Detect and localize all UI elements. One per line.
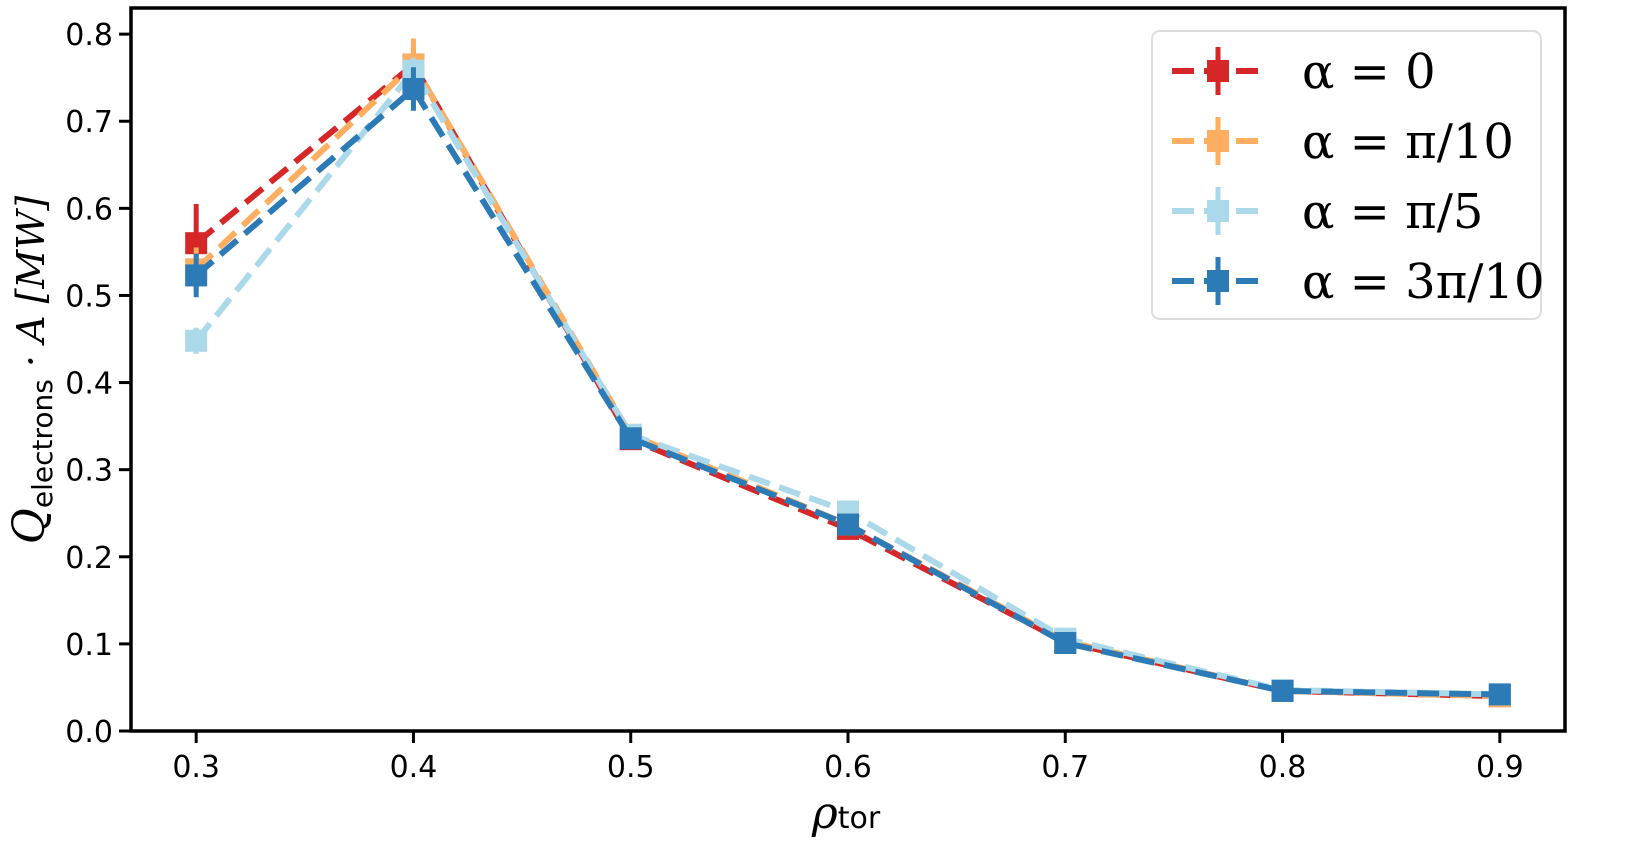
- x-axis-label: ρtor: [811, 788, 881, 839]
- y-tick-label: 0.8: [65, 18, 113, 53]
- legend-entry: α = π/10: [1172, 114, 1514, 170]
- data-point: [1054, 632, 1077, 655]
- y-tick-label: 0.5: [65, 279, 113, 314]
- x-tick-label: 0.4: [390, 750, 438, 785]
- legend-box: [1151, 30, 1542, 320]
- y-tick-label: 0.7: [65, 105, 113, 140]
- legend: α = 0 α = π/10 α = π/5 α = 3π/10: [1151, 30, 1544, 320]
- legend-entry: α = π/5: [1172, 184, 1483, 240]
- data-point: [185, 232, 208, 255]
- data-point: [619, 427, 642, 450]
- y-tick-label: 0.0: [65, 715, 113, 750]
- legend-marker: [1207, 200, 1229, 222]
- y-tick-label: 0.4: [65, 367, 113, 402]
- y-tick-label: 0.2: [65, 541, 113, 576]
- legend-entry: α = 0: [1172, 44, 1436, 100]
- x-tick-label: 0.7: [1041, 750, 1089, 785]
- legend-entry: α = 3π/10: [1172, 254, 1544, 310]
- x-tick-label: 0.3: [172, 750, 220, 785]
- y-tick-label: 0.6: [65, 192, 113, 227]
- data-point: [402, 78, 425, 101]
- y-tick-label: 0.1: [65, 628, 113, 663]
- data-point: [1271, 679, 1294, 702]
- data-point: [837, 513, 859, 536]
- plot-area: [185, 38, 1511, 708]
- x-tick-label: 0.8: [1259, 750, 1307, 785]
- data-point: [185, 329, 208, 352]
- legend-label: α = 3π/10: [1302, 254, 1544, 310]
- x-tick-label: 0.9: [1476, 750, 1524, 785]
- y-tick-label: 0.3: [65, 454, 113, 489]
- legend-label: α = 0: [1302, 44, 1436, 100]
- x-tick-label: 0.5: [607, 750, 655, 785]
- data-point: [185, 264, 208, 287]
- x-tick-label: 0.6: [824, 750, 872, 785]
- series-3: [185, 67, 1511, 706]
- legend-label: α = π/10: [1302, 114, 1514, 170]
- axis-labels: ρtor Qelectrons · A [MW]: [4, 196, 881, 839]
- y-axis-label: Qelectrons · A [MW]: [4, 196, 59, 545]
- axes: 0.3 0.4 0.5 0.6 0.7 0.8 0.9 0.0 0.1 0.2 0.3 0.4 0.5 0…: [65, 6, 1567, 785]
- data-point: [1488, 683, 1511, 706]
- legend-label: α = π/5: [1302, 184, 1483, 240]
- legend-marker: [1207, 130, 1229, 152]
- legend-marker: [1207, 270, 1229, 292]
- legend-marker: [1207, 60, 1229, 82]
